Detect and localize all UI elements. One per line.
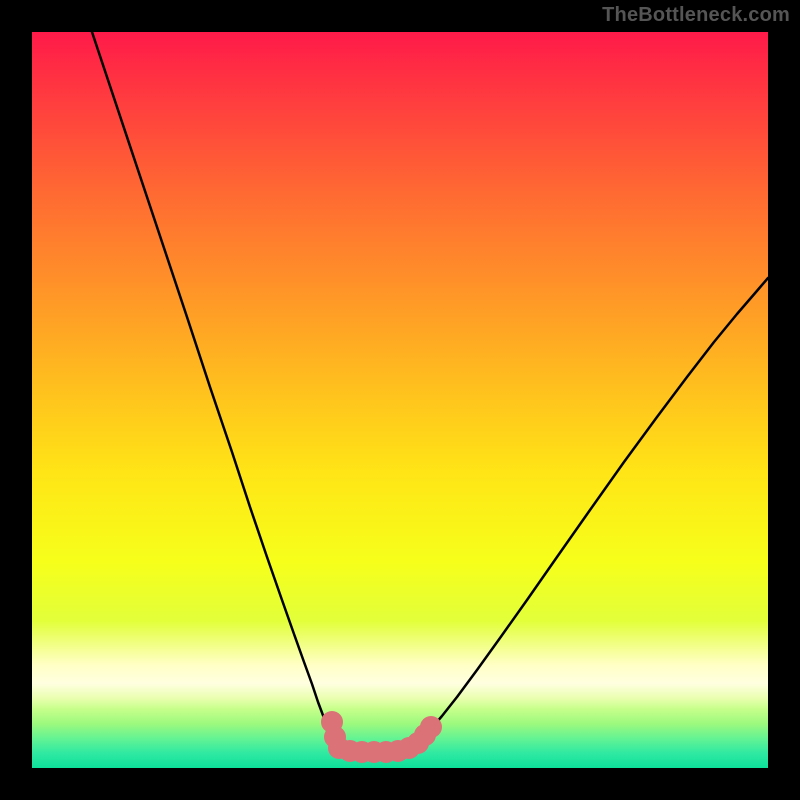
marker-dot	[420, 716, 442, 738]
marker-group	[321, 711, 442, 763]
bottleneck-curve	[92, 32, 768, 751]
chart-svg	[32, 32, 768, 768]
watermark-text: TheBottleneck.com	[602, 4, 790, 27]
plot-area	[32, 32, 768, 768]
chart-frame: TheBottleneck.com	[0, 0, 800, 800]
